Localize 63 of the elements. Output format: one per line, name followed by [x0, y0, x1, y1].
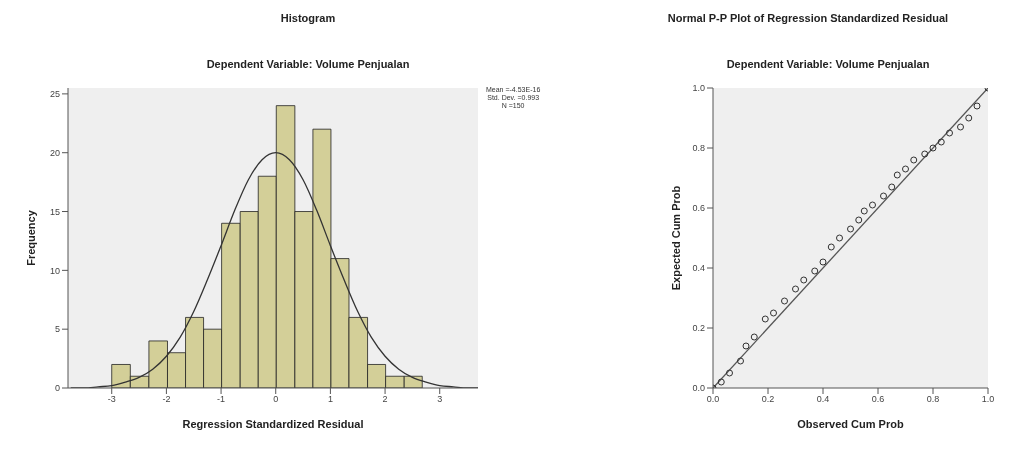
y-tick-label: 0: [54, 383, 60, 394]
point: [860, 207, 868, 215]
y-tick-label: 0.6: [692, 203, 705, 214]
point: [827, 243, 835, 251]
chart-subtitle: Dependent Variable: Volume Penjualan: [205, 58, 411, 72]
x-tick-label: 1: [327, 394, 333, 405]
y-tick-label: 25: [49, 89, 60, 100]
x-tick-label: 3: [437, 394, 443, 405]
point: [880, 192, 887, 200]
point: [893, 171, 901, 179]
x-tick-label: 0: [273, 394, 279, 405]
y-axis-title: Expected Cum Prob: [669, 185, 682, 291]
point: [910, 156, 918, 164]
y-tick-label: 0.0: [692, 383, 705, 394]
x-tick-label: -2: [162, 394, 171, 405]
point: [855, 216, 863, 224]
point: [742, 342, 750, 350]
point: [770, 309, 777, 317]
point: [902, 165, 909, 173]
chart-title: Normal P-P Plot of Regression Standardized Residual: [666, 11, 950, 26]
y-tick-label: 15: [49, 206, 60, 217]
chart-subtitle: Dependent Variable: Volume Penjualan: [725, 58, 931, 72]
point: [973, 102, 981, 110]
x-tick-label: 1.0: [981, 394, 995, 405]
x-axis-title: Observed Cum Prob: [797, 418, 904, 430]
point: [847, 225, 854, 233]
x-tick-label: -1: [217, 394, 226, 405]
point: [737, 357, 744, 365]
x-tick-label: 0.4: [816, 394, 830, 405]
point: [869, 201, 876, 209]
point: [800, 276, 808, 284]
x-tick-label: -3: [107, 394, 116, 405]
point: [937, 138, 945, 146]
y-axis-title: Frequency: [24, 209, 37, 266]
y-tick-label: 20: [49, 147, 60, 158]
y-tick-label: 0.4: [692, 263, 705, 274]
point: [965, 114, 973, 122]
point: [761, 315, 769, 323]
point: [717, 378, 725, 386]
point: [781, 297, 788, 305]
point: [921, 150, 929, 158]
point: [750, 333, 758, 341]
point: [836, 234, 843, 242]
point: [946, 129, 953, 137]
point: [726, 369, 733, 377]
x-axis-title: Regression Standardized Residual: [182, 418, 364, 430]
x-tick-label: 0.8: [926, 394, 940, 405]
point: [819, 258, 827, 266]
point: [811, 267, 819, 275]
x-tick-label: 2: [382, 394, 388, 405]
point: [888, 183, 896, 191]
y-tick-label: 10: [49, 265, 60, 276]
chart-title: Histogram: [279, 11, 337, 26]
point: [957, 123, 964, 131]
y-tick-label: 1.0: [692, 83, 705, 94]
point: [792, 285, 799, 293]
y-tick-label: 0.8: [692, 143, 705, 154]
point: [929, 144, 937, 152]
x-tick-label: 0.0: [706, 394, 720, 405]
y-tick-label: 5: [54, 324, 60, 335]
x-tick-label: 0.2: [761, 394, 775, 405]
x-tick-label: 0.6: [871, 394, 885, 405]
y-tick-label: 0.2: [692, 323, 705, 334]
